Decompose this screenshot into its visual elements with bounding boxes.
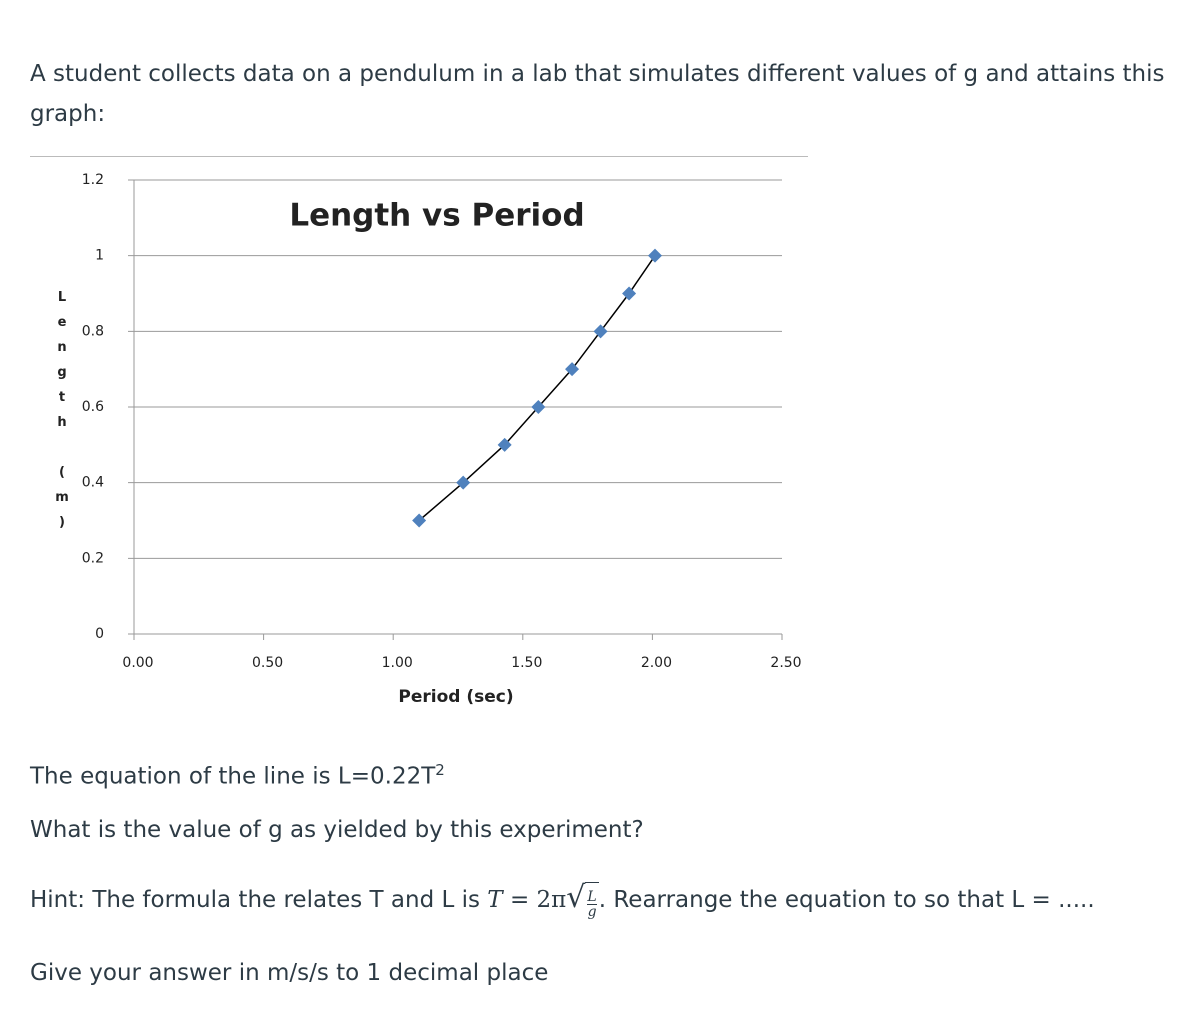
equation: The equation of the line is L=0.22T2 [30,750,445,797]
data-point [593,324,608,339]
trend-line [418,255,656,522]
formula-equals: = [509,887,530,913]
x-tick-label: 0.50 [252,655,283,671]
formula-factor: 2π [536,887,567,913]
hint: Hint: The formula the relates T and L is… [30,878,1095,920]
numerator: L [587,889,597,905]
y-tick-label: 0.4 [82,475,104,491]
y-tick-label: 0.8 [82,323,104,339]
equation-text: The equation of the line is L=0.22T [30,763,436,790]
intro: A student collects data on a pendulum in… [30,61,1165,127]
prompt: What is the value of g as yielded by thi… [30,817,644,843]
y-tick-label: 0 [95,626,104,642]
hint-lead: Hint: The formula the relates T and L is [30,887,480,913]
instruction: Give your answer in m/s/s to 1 decimal p… [30,960,549,986]
data-point [412,513,427,528]
rule [30,156,808,157]
data-point [497,437,512,452]
x-tick-label: 0.00 [122,655,153,671]
data-point [531,400,546,414]
x-tick-label: 1.50 [511,655,542,671]
denominator: g [587,904,597,920]
chart: Length vs Period Period (sec) Length (m)… [55,172,802,707]
data-point [456,475,471,490]
formula-lhs: T [487,887,503,913]
x-tick-label: 1.00 [382,655,413,671]
y-axis-label: Length (m) [55,290,70,540]
y-tick-label: 0.6 [82,399,104,415]
x-tick-label: 2.00 [641,655,672,671]
sqrt-sign: √ [566,880,586,915]
equation-exponent: 2 [435,761,445,779]
y-tick-label: 0.2 [82,550,104,566]
y-tick-label: 1 [95,248,104,264]
data-point [647,248,662,263]
y-tick-label: 1.2 [82,172,104,188]
x-tick-label: 2.50 [770,655,801,671]
hint-tail: . Rearrange the equation to so that L = … [598,887,1095,913]
x-axis-label: Period (sec) [398,687,513,707]
data-point [565,362,580,377]
chart-title: Length vs Period [289,198,584,234]
data-point [622,286,637,301]
